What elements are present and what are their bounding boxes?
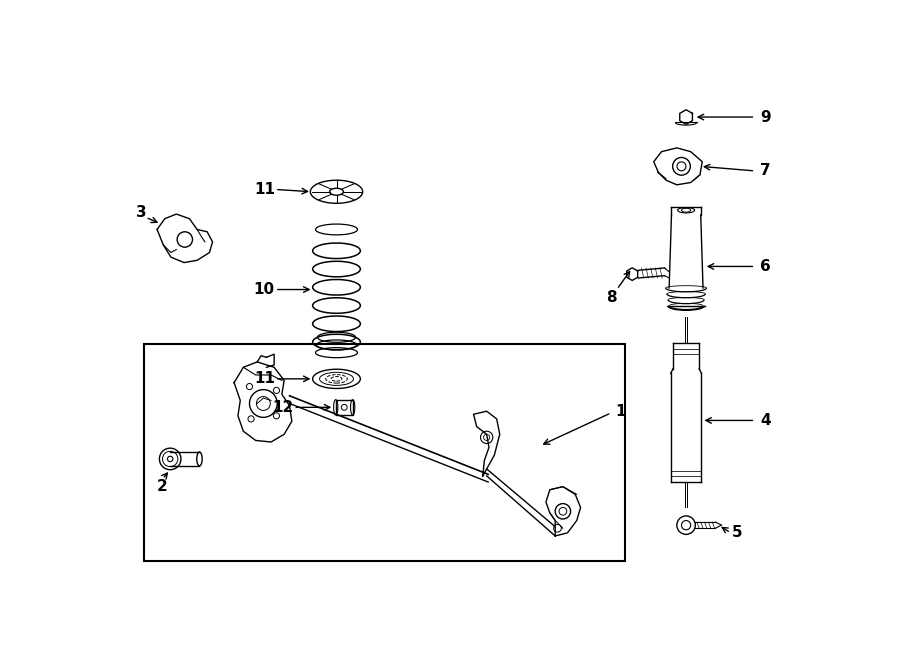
Text: 4: 4 xyxy=(760,413,770,428)
Text: 5: 5 xyxy=(733,525,742,540)
Text: 9: 9 xyxy=(760,110,770,124)
Text: 11: 11 xyxy=(254,371,274,386)
Text: 10: 10 xyxy=(254,282,274,297)
Text: 6: 6 xyxy=(760,259,770,274)
Bar xyxy=(336,400,353,415)
Text: 2: 2 xyxy=(158,479,168,494)
Text: 8: 8 xyxy=(607,290,616,305)
Text: 12: 12 xyxy=(272,400,293,415)
Text: 11: 11 xyxy=(254,182,274,197)
Text: 7: 7 xyxy=(760,163,770,178)
Text: 3: 3 xyxy=(137,205,147,220)
Bar xyxy=(144,344,626,561)
Text: 1: 1 xyxy=(616,404,625,418)
